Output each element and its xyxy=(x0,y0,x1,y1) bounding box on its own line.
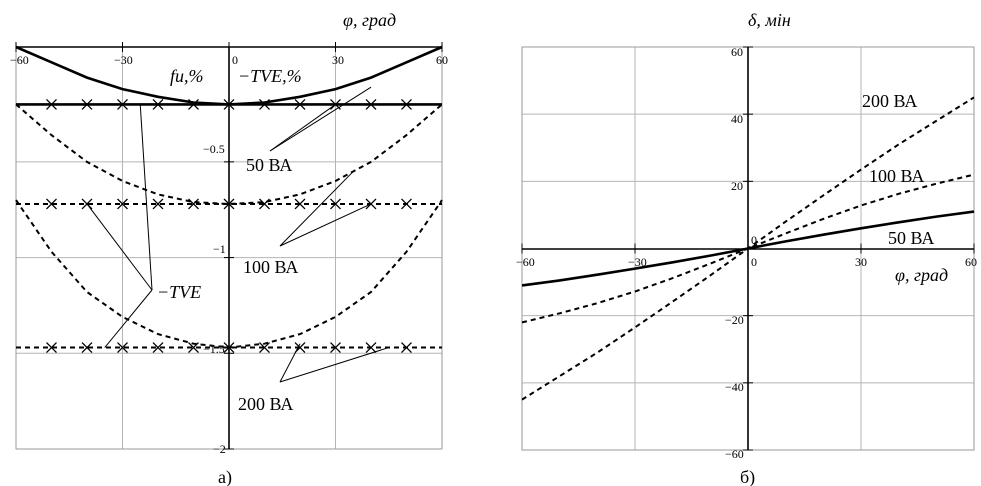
series-marker-fu50 xyxy=(81,98,93,110)
series-marker-fu200 xyxy=(330,342,341,354)
panel-b-caption: б) xyxy=(740,467,755,486)
series-marker-fu100 xyxy=(46,198,57,210)
annotation-leader-line xyxy=(86,203,153,291)
series-marker-fu200 xyxy=(81,342,93,354)
series-marker-fu200 xyxy=(46,342,57,354)
series-marker-fu100 xyxy=(188,198,199,210)
series-marker-fu50 xyxy=(294,98,306,110)
chart-a-xtick-label: 30 xyxy=(332,53,344,67)
chart-b-ytick-label: −40 xyxy=(725,380,744,394)
chart-b-ytick-label: 20 xyxy=(731,179,743,193)
chart-a-xtick-label: 0 xyxy=(232,53,238,67)
series-label-100va: 100 ВА xyxy=(869,166,924,186)
chart-b-ticks xyxy=(521,46,975,451)
series-marker-fu200 xyxy=(152,342,164,354)
chart-a-xtick-label: 60 xyxy=(436,53,448,67)
annotation-leader-line xyxy=(269,86,372,152)
series-marker-fu50 xyxy=(46,98,57,110)
series-marker-fu100 xyxy=(81,198,93,210)
series-marker-fu100 xyxy=(152,198,164,210)
annotation-50va: 50 ВА xyxy=(246,155,292,175)
chart-a-ytick-label: −0.5 xyxy=(203,142,225,156)
series-marker-fu100 xyxy=(294,198,306,210)
chart-a-ytick-label: −2 xyxy=(213,442,226,456)
series-marker-fu100 xyxy=(259,198,270,210)
series-marker-fu50 xyxy=(117,98,128,110)
series-line-tve100 xyxy=(15,103,443,206)
annotation-200va: 200 ВА xyxy=(238,394,293,414)
chart-b-xtick-label: 30 xyxy=(855,255,867,269)
annotation-100va: 100 ВА xyxy=(243,257,298,277)
chart-a-ytick-label: −1 xyxy=(213,242,226,256)
chart-b: −60 −30 0 30 60 60 40 20 0 −20 −40 −60 δ… xyxy=(516,10,977,486)
series-marker-fu200 xyxy=(401,342,412,354)
annotation-leader-line xyxy=(104,289,153,348)
series-label-200va: 200 ВА xyxy=(862,91,917,111)
series-marker-fu100 xyxy=(117,198,128,210)
chart-a-xtick-label: −60 xyxy=(10,53,29,67)
chart-b-ytick-label: 0 xyxy=(751,233,757,247)
series-marker-fu200 xyxy=(117,342,128,354)
chart-b-xtick-label: −60 xyxy=(516,255,535,269)
chart-b-ytick-label: 40 xyxy=(731,112,743,126)
annotation-leader-line xyxy=(279,203,372,247)
chart-a-ticks xyxy=(15,42,443,450)
series-marker-fu100 xyxy=(365,198,377,210)
series-marker-fu100 xyxy=(330,198,341,210)
chart-b-x-title: φ, град xyxy=(895,265,948,285)
chart-b-xtick-label: 60 xyxy=(965,255,977,269)
annotation-leader-line xyxy=(279,171,354,247)
annotation-leader-line xyxy=(279,343,301,383)
panel-a-caption: а) xyxy=(218,467,232,486)
series-label-50va: 50 ВА xyxy=(888,228,934,248)
annotation-leader-line xyxy=(269,104,336,152)
series-marker-fu200 xyxy=(259,342,270,354)
chart-b-xtick-label: 0 xyxy=(751,255,757,269)
series-marker-fu50 xyxy=(401,98,412,110)
chart-b-ytick-label: −60 xyxy=(725,447,744,461)
chart-a-y-title: fu,% xyxy=(170,66,204,86)
series-marker-fu200 xyxy=(365,342,377,354)
chart-b-ytick-label: 60 xyxy=(731,45,743,59)
chart-b-xtick-label: −30 xyxy=(628,255,647,269)
chart-b-ytick-label: −20 xyxy=(725,313,744,327)
series-marker-fu50 xyxy=(188,98,199,110)
chart-a-y-title-2: −TVE,% xyxy=(238,66,302,86)
series-marker-fu50 xyxy=(152,98,164,110)
chart-a-leader-lines xyxy=(86,86,389,383)
chart-b-y-title: δ, мін xyxy=(748,10,791,30)
annotation-tve: −TVE xyxy=(157,282,201,302)
chart-a-xtick-label: −30 xyxy=(114,53,133,67)
series-marker-fu50 xyxy=(365,98,377,110)
series-marker-fu200 xyxy=(188,342,199,354)
chart-a-ytick-label: −1.5 xyxy=(203,342,225,356)
annotation-leader-line xyxy=(139,104,153,291)
chart-a-x-title: φ, град xyxy=(343,10,396,30)
annotation-leader-line xyxy=(279,347,389,383)
series-marker-fu50 xyxy=(259,98,270,110)
chart-a: −60 −30 0 30 60 −0.5 −1 −1.5 −2 φ, град … xyxy=(10,10,448,486)
series-marker-fu100 xyxy=(401,198,412,210)
